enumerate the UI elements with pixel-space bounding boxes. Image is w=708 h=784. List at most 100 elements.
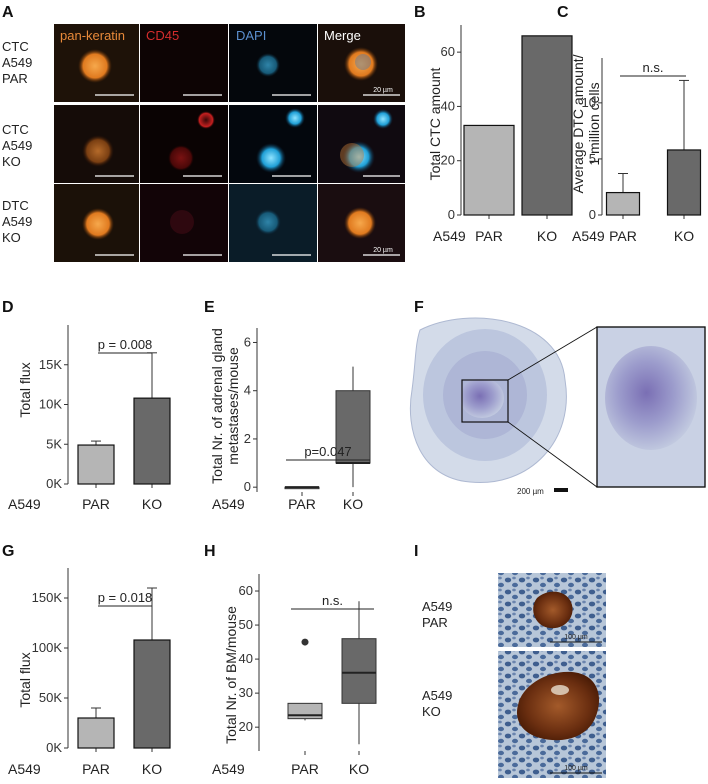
significance-label: p = 0.018 bbox=[98, 590, 153, 605]
cell-image bbox=[340, 143, 364, 167]
cell-image bbox=[344, 207, 376, 239]
y-tick-label: 30 bbox=[239, 685, 253, 700]
chart-c: 0 5 10 PAR KO n.s. bbox=[582, 58, 702, 244]
x-tick-label: KO bbox=[142, 761, 162, 777]
y-tick-label: 40 bbox=[441, 98, 455, 113]
scale-bar bbox=[554, 488, 568, 492]
y-tick-label: 150K bbox=[32, 590, 63, 605]
cell-image bbox=[285, 108, 305, 128]
chart-g: 0K 50K 100K 150K PAR KO p = 0.018 bbox=[32, 568, 171, 777]
channel-label: Merge bbox=[324, 28, 361, 43]
y-tick-label: 0 bbox=[589, 207, 596, 222]
y-tick-label: 5K bbox=[46, 436, 62, 451]
y-tick-label: 2 bbox=[244, 431, 251, 446]
row-label-line: A549 bbox=[422, 688, 452, 703]
y-tick-label: 0 bbox=[448, 207, 455, 222]
y-axis-title: metastases/mouse bbox=[225, 347, 241, 465]
chart-b: 0 20 40 60 PAR KO bbox=[441, 25, 573, 244]
y-tick-label: 40 bbox=[239, 651, 253, 666]
y-tick-label: 0K bbox=[46, 740, 62, 755]
x-tick-label: PAR bbox=[609, 228, 637, 244]
cell-image bbox=[255, 209, 281, 235]
y-tick-label: 5 bbox=[589, 151, 596, 166]
x-tick-label: KO bbox=[142, 496, 162, 512]
panel-label-c: C bbox=[557, 4, 569, 21]
scale-bar-label: 20 µm bbox=[373, 247, 393, 254]
y-tick-label: 10K bbox=[39, 397, 62, 412]
metastasis-region bbox=[460, 378, 504, 418]
x-tick-label: KO bbox=[343, 496, 363, 512]
y-tick-label: 60 bbox=[239, 583, 253, 598]
bar bbox=[77, 717, 115, 749]
cell-image bbox=[78, 49, 112, 83]
chart-e: 0 2 4 6 PAR KO p=0.047 bbox=[244, 328, 371, 512]
group-label: A549 bbox=[212, 761, 245, 777]
bar bbox=[605, 191, 641, 216]
panel-label-e: E bbox=[204, 299, 215, 316]
channel-label: CD45 bbox=[146, 28, 179, 43]
box bbox=[341, 638, 377, 704]
group-label: A549 bbox=[212, 496, 245, 512]
panel-a: A CTC A549 PAR CTC A549 KO DTC A549 KO p… bbox=[2, 4, 405, 262]
group-label: A549 bbox=[8, 496, 41, 512]
x-tick-label: PAR bbox=[288, 496, 316, 512]
bar bbox=[666, 149, 702, 216]
panel-label-f: F bbox=[414, 299, 424, 316]
stained-cluster bbox=[533, 591, 573, 629]
channel-label: DAPI bbox=[236, 28, 266, 43]
panel-label-b: B bbox=[414, 4, 426, 21]
y-axis-title: Total flux bbox=[17, 362, 33, 417]
micrograph-tile bbox=[140, 105, 228, 183]
cell-image bbox=[344, 47, 378, 81]
panel-label-h: H bbox=[204, 543, 216, 560]
y-axis-title: Total CTC amount bbox=[427, 67, 443, 180]
channel-label: pan-keratin bbox=[60, 28, 125, 43]
significance-label: p = 0.008 bbox=[98, 337, 153, 352]
panel-a-row-labels: CTC A549 PAR CTC A549 KO DTC A549 KO bbox=[2, 39, 32, 245]
group-label: A549 bbox=[572, 228, 605, 244]
panel-label-g: G bbox=[2, 543, 14, 560]
group-label: A549 bbox=[433, 228, 466, 244]
row-label-line: A549 bbox=[2, 138, 32, 153]
significance-label: n.s. bbox=[322, 593, 343, 608]
cell-image bbox=[256, 53, 280, 77]
x-tick-label: KO bbox=[537, 228, 557, 244]
row-label-line: A549 bbox=[422, 599, 452, 614]
y-tick-label: 6 bbox=[244, 334, 251, 349]
cell-image bbox=[373, 109, 393, 129]
panel-label-i: I bbox=[414, 543, 418, 560]
panel-label-d: D bbox=[2, 299, 14, 316]
zoom-line bbox=[507, 326, 598, 381]
cell-image bbox=[82, 208, 114, 240]
y-tick-label: 0K bbox=[46, 476, 62, 491]
zoom-inset-border bbox=[596, 326, 706, 488]
bar bbox=[521, 35, 573, 216]
cell-image bbox=[170, 210, 194, 234]
scale-bar-label: 200 µm bbox=[517, 487, 544, 496]
x-tick-label: PAR bbox=[82, 761, 110, 777]
cell-image bbox=[256, 143, 286, 173]
bar bbox=[133, 639, 171, 749]
significance-label: n.s. bbox=[643, 60, 664, 75]
row-label-line: CTC bbox=[2, 122, 29, 137]
row-label-line: KO bbox=[422, 704, 441, 719]
micrograph-tile bbox=[140, 24, 228, 102]
box bbox=[287, 702, 323, 720]
y-tick-label: 4 bbox=[244, 383, 251, 398]
row-label-line: PAR bbox=[2, 71, 28, 86]
cell-image bbox=[355, 54, 371, 70]
metastasis-region bbox=[605, 346, 697, 450]
y-tick-label: 100K bbox=[32, 640, 63, 655]
panel-a-scale-bars bbox=[95, 94, 400, 256]
cell-image bbox=[82, 135, 114, 167]
x-tick-label: PAR bbox=[82, 496, 110, 512]
stained-cluster bbox=[551, 685, 569, 695]
zoom-box bbox=[461, 379, 509, 423]
stained-cluster bbox=[516, 671, 599, 741]
x-tick-label: PAR bbox=[291, 761, 319, 777]
y-axis-title: Average DTC amount/ bbox=[570, 54, 586, 193]
row-label-line: PAR bbox=[422, 615, 448, 630]
cell-image bbox=[343, 141, 375, 173]
group-label: A549 bbox=[8, 761, 41, 777]
